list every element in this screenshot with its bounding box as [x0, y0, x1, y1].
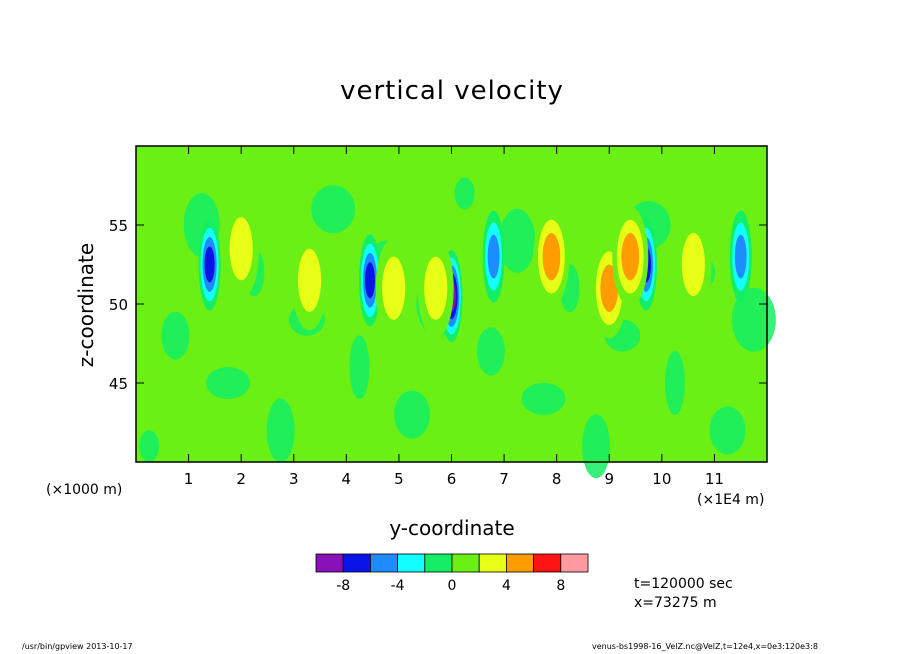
x-tick-label: 8 [552, 470, 562, 488]
colorbar-swatch [560, 553, 589, 573]
footer-right: venus-bs1998-16_VelZ.nc@VelZ,t=12e4,x=0e… [592, 642, 818, 651]
field-patch [521, 382, 566, 415]
field-patch [266, 398, 295, 463]
field-patch [349, 335, 370, 400]
feature-7-level-2 [297, 248, 322, 312]
x-axis-unit-right: (×1E4 m) [697, 492, 765, 508]
colorbar-tick-label: -4 [391, 578, 405, 594]
chart-title: vertical velocity [340, 76, 564, 106]
colorbar-swatch [397, 553, 426, 573]
field-patch [161, 311, 190, 360]
colorbar-tick-label: 4 [502, 578, 511, 594]
colorbar-swatch [369, 553, 398, 573]
x-axis-label: y-coordinate [389, 516, 515, 540]
x-tick-label: 6 [447, 470, 457, 488]
colorbar-swatch [342, 553, 371, 573]
x-tick-label: 3 [289, 470, 299, 488]
field-patch [139, 430, 160, 463]
feature-11-level-3 [600, 264, 619, 312]
x-tick-label: 1 [184, 470, 194, 488]
x-tick-label: 4 [342, 470, 352, 488]
field-patch [709, 406, 746, 455]
feature-1-level-4 [364, 262, 375, 299]
feature-12-level-3 [621, 232, 640, 281]
feature-5-level-3 [734, 234, 747, 279]
x-tick-label: 9 [604, 470, 614, 488]
feature-9-level-2 [424, 256, 448, 320]
x-tick-label: 2 [236, 470, 246, 488]
field-patch [582, 414, 611, 479]
field-patch [394, 390, 431, 439]
field-patch [664, 351, 685, 415]
y-tick-label: 45 [109, 375, 128, 393]
field-patch [206, 367, 251, 399]
y-tick-label: 55 [109, 217, 128, 235]
feature-8-level-2 [382, 256, 406, 320]
colorbar-tick-label: 0 [448, 578, 457, 594]
position-info: x=73275 m [634, 595, 717, 611]
field-patch [454, 177, 475, 210]
feature-6-level-2 [229, 217, 253, 281]
colorbar-tick-label: 8 [556, 578, 565, 594]
x-tick-label: 7 [499, 470, 509, 488]
colorbar-swatch [315, 553, 344, 573]
field-patch [311, 185, 356, 234]
colorbar-swatch [533, 553, 562, 573]
x-tick-label: 5 [394, 470, 404, 488]
field-patch [499, 208, 536, 273]
x-tick-label: 11 [705, 470, 724, 488]
colorbar-swatch [424, 553, 453, 573]
y-tick-label: 50 [109, 296, 128, 314]
colorbar-swatch [505, 553, 534, 573]
feature-10-level-3 [542, 232, 561, 281]
colorbar-swatch [451, 553, 480, 573]
x-axis-unit-left: (×1000 m) [46, 482, 123, 498]
footer-left: /usr/bin/gpview 2013-10-17 [22, 642, 133, 651]
colorbar-swatch [478, 553, 507, 573]
feature-0-level-4 [204, 246, 215, 283]
x-tick-label: 10 [652, 470, 671, 488]
feature-13-level-2 [681, 232, 705, 297]
field-patch [476, 327, 505, 376]
time-info: t=120000 sec [634, 576, 733, 592]
contour-field [136, 146, 776, 479]
colorbar-tick-label: -8 [336, 578, 350, 594]
feature-3-level-3 [487, 234, 500, 279]
colorbar: -8 -4 0 4 8 [315, 553, 589, 594]
